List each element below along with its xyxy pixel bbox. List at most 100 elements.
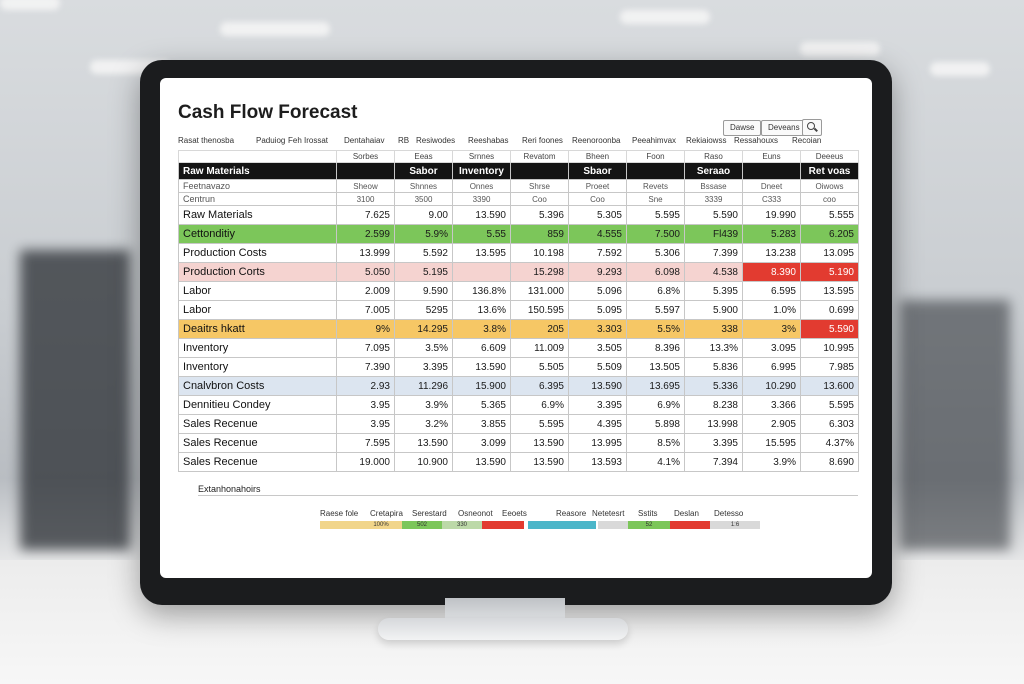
table-cell[interactable]: 3339: [684, 192, 743, 206]
table-cell[interactable]: 6.205: [800, 224, 859, 244]
table-cell[interactable]: 3.095: [742, 338, 801, 358]
table-cell[interactable]: Sorbes: [336, 150, 395, 163]
table-cell[interactable]: 5.195: [394, 262, 453, 282]
table-cell[interactable]: 13.595: [800, 281, 859, 301]
nav-item[interactable]: RB: [398, 136, 410, 145]
table-cell[interactable]: 7.985: [800, 357, 859, 377]
nav-item[interactable]: Reeshabas: [468, 136, 509, 145]
table-cell[interactable]: 5.306: [626, 243, 685, 263]
table-cell[interactable]: Raso: [684, 150, 743, 163]
table-cell[interactable]: 6.595: [742, 281, 801, 301]
table-cell[interactable]: 7.390: [336, 357, 395, 377]
table-cell[interactable]: Euns: [742, 150, 801, 163]
row-label[interactable]: [178, 150, 337, 163]
table-cell[interactable]: 5.050: [336, 262, 395, 282]
table-cell[interactable]: [626, 162, 685, 180]
table-cell[interactable]: 5.898: [626, 414, 685, 434]
table-cell[interactable]: 0.699: [800, 300, 859, 320]
table-cell[interactable]: 3.9%: [742, 452, 801, 472]
table-cell[interactable]: Ret voas: [800, 162, 859, 180]
table-cell[interactable]: 3.395: [394, 357, 453, 377]
table-cell[interactable]: 10.198: [510, 243, 569, 263]
table-cell[interactable]: 2.009: [336, 281, 395, 301]
table-cell[interactable]: Bheen: [568, 150, 627, 163]
table-cell[interactable]: 136.8%: [452, 281, 511, 301]
table-cell[interactable]: 2.599: [336, 224, 395, 244]
row-label[interactable]: Inventory: [178, 338, 337, 358]
table-cell[interactable]: 13.590: [452, 452, 511, 472]
table-cell[interactable]: 338: [684, 319, 743, 339]
table-cell[interactable]: 5.590: [800, 319, 859, 339]
table-cell[interactable]: 13.6%: [452, 300, 511, 320]
table-cell[interactable]: Oiwows: [800, 179, 859, 193]
table-cell[interactable]: 5.509: [568, 357, 627, 377]
table-cell[interactable]: 6.995: [742, 357, 801, 377]
row-label[interactable]: Cnalvbron Costs: [178, 376, 337, 396]
search-icon[interactable]: [802, 119, 822, 136]
table-cell[interactable]: 4.1%: [626, 452, 685, 472]
table-cell[interactable]: 4.538: [684, 262, 743, 282]
table-cell[interactable]: [510, 162, 569, 180]
table-cell[interactable]: 8.690: [800, 452, 859, 472]
row-label[interactable]: Inventory: [178, 357, 337, 377]
table-cell[interactable]: 5.5%: [626, 319, 685, 339]
table-cell[interactable]: 5.597: [626, 300, 685, 320]
table-cell[interactable]: Dneet: [742, 179, 801, 193]
table-cell[interactable]: 13.590: [510, 433, 569, 453]
table-cell[interactable]: [336, 162, 395, 180]
table-cell[interactable]: 5.595: [800, 395, 859, 415]
table-cell[interactable]: 6.9%: [626, 395, 685, 415]
table-cell[interactable]: 6.609: [452, 338, 511, 358]
table-cell[interactable]: Shnnes: [394, 179, 453, 193]
row-label[interactable]: Sales Recenue: [178, 433, 337, 453]
table-cell[interactable]: 10.900: [394, 452, 453, 472]
table-cell[interactable]: Coo: [568, 192, 627, 206]
table-cell[interactable]: 9%: [336, 319, 395, 339]
table-cell[interactable]: 15.595: [742, 433, 801, 453]
table-cell[interactable]: 6.9%: [510, 395, 569, 415]
table-cell[interactable]: 15.298: [510, 262, 569, 282]
table-cell[interactable]: 13.600: [800, 376, 859, 396]
table-cell[interactable]: 13.238: [742, 243, 801, 263]
table-cell[interactable]: 5.336: [684, 376, 743, 396]
table-cell[interactable]: 9.293: [568, 262, 627, 282]
table-cell[interactable]: 4.555: [568, 224, 627, 244]
nav-item[interactable]: Dentahaiav: [344, 136, 385, 145]
table-cell[interactable]: 13.095: [800, 243, 859, 263]
nav-item[interactable]: Paduiog: [256, 136, 286, 145]
table-cell[interactable]: Sheow: [336, 179, 395, 193]
table-cell[interactable]: Deeeus: [800, 150, 859, 163]
row-label[interactable]: Raw Materials: [178, 162, 337, 180]
table-cell[interactable]: Inventory: [452, 162, 511, 180]
table-cell[interactable]: 5295: [394, 300, 453, 320]
nav-item[interactable]: Feh Irossat: [288, 136, 329, 145]
table-cell[interactable]: 13.695: [626, 376, 685, 396]
table-cell[interactable]: 15.900: [452, 376, 511, 396]
table-cell[interactable]: 7.005: [336, 300, 395, 320]
table-cell[interactable]: 5.283: [742, 224, 801, 244]
table-cell[interactable]: 10.995: [800, 338, 859, 358]
table-cell[interactable]: 8.390: [742, 262, 801, 282]
table-cell[interactable]: Srnnes: [452, 150, 511, 163]
table-cell[interactable]: 150.595: [510, 300, 569, 320]
table-cell[interactable]: 13.3%: [684, 338, 743, 358]
table-cell[interactable]: 5.365: [452, 395, 511, 415]
row-label[interactable]: Production Corts: [178, 262, 337, 282]
nav-item[interactable]: Ressahouxs: [734, 136, 779, 145]
table-cell[interactable]: 5.9%: [394, 224, 453, 244]
nav-item[interactable]: Recoian: [792, 136, 822, 145]
table-cell[interactable]: 10.290: [742, 376, 801, 396]
table-cell[interactable]: 6.303: [800, 414, 859, 434]
table-cell[interactable]: 5.55: [452, 224, 511, 244]
table-cell[interactable]: 3.855: [452, 414, 511, 434]
table-cell[interactable]: 859: [510, 224, 569, 244]
row-label[interactable]: Labor: [178, 300, 337, 320]
table-cell[interactable]: [742, 162, 801, 180]
toolbar-button-2[interactable]: Deveans: [761, 120, 807, 136]
table-cell[interactable]: 5.595: [626, 205, 685, 225]
table-cell[interactable]: Foon: [626, 150, 685, 163]
table-cell[interactable]: 8.396: [626, 338, 685, 358]
table-cell[interactable]: 3.95: [336, 414, 395, 434]
table-cell[interactable]: 13.595: [452, 243, 511, 263]
table-cell[interactable]: 3100: [336, 192, 395, 206]
